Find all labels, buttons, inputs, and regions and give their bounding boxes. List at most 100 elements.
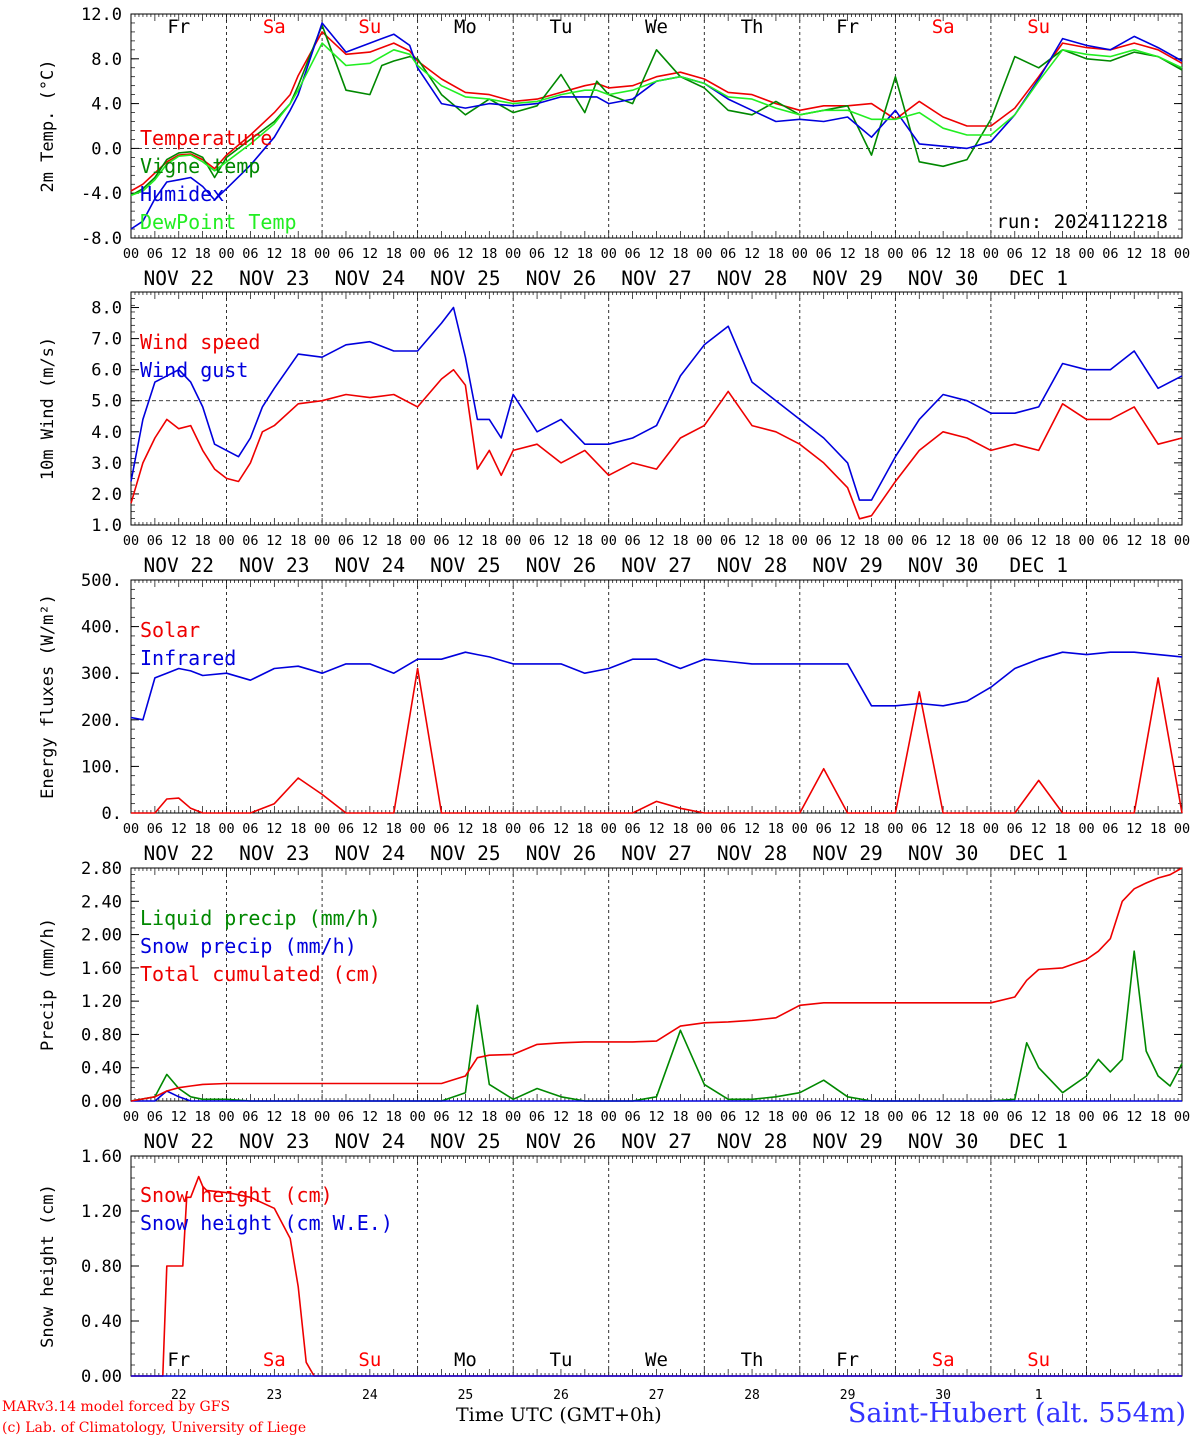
hour-tick-label: 18 [290, 1109, 306, 1125]
hour-tick-label: 12 [648, 1109, 664, 1125]
weekday-label: Su [358, 16, 381, 38]
hour-tick-label: 06 [147, 246, 163, 262]
hour-tick-label: 00 [983, 1109, 999, 1125]
y-tick-label: 1.60 [81, 959, 122, 979]
hour-tick-label: 06 [529, 1109, 545, 1125]
hour-tick-label: 00 [410, 821, 426, 837]
hour-tick-label: 18 [195, 1109, 211, 1125]
y-tick-label: 1.20 [81, 992, 122, 1012]
y-tick-label: 2.0 [91, 485, 122, 505]
hour-tick-label: 06 [911, 533, 927, 549]
hour-tick-label: 12 [648, 533, 664, 549]
date-label: DEC 1 [1009, 1130, 1068, 1153]
hour-tick-label: 06 [242, 533, 258, 549]
y-axis-title: Snow height (cm) [38, 1184, 58, 1348]
series-line [130, 24, 1183, 197]
hour-tick-label: 18 [959, 533, 975, 549]
hour-tick-label: 12 [457, 1109, 473, 1125]
y-tick-label: 300. [81, 664, 122, 684]
weekday-label: Fr [167, 1349, 190, 1371]
hour-tick-label: 00 [887, 1109, 903, 1125]
date-label: NOV 30 [908, 267, 978, 290]
hour-tick-label: 18 [195, 246, 211, 262]
hour-tick-label: 00 [983, 533, 999, 549]
y-axis-title: 10m Wind (m/s) [38, 337, 58, 480]
hour-tick-label: 06 [1102, 1109, 1118, 1125]
weekday-label: We [645, 1349, 668, 1371]
hour-tick-label: 12 [457, 821, 473, 837]
date-label: NOV 24 [335, 267, 405, 290]
date-label: NOV 25 [430, 267, 500, 290]
hour-tick-label: 06 [1007, 246, 1023, 262]
hour-tick-label: 06 [720, 821, 736, 837]
hour-tick-label: 00 [887, 246, 903, 262]
date-label: NOV 27 [621, 842, 691, 865]
hour-tick-label: 12 [744, 533, 760, 549]
day-number-label: 1 [1035, 1388, 1043, 1403]
hour-tick-label: 00 [1174, 821, 1190, 837]
y-tick-label: 2.40 [81, 892, 122, 912]
hour-tick-label: 18 [1150, 1109, 1166, 1125]
weekday-label: Th [741, 1349, 764, 1371]
legend-entry: Humidex [140, 182, 224, 206]
date-label: NOV 27 [621, 554, 691, 577]
hour-tick-label: 06 [624, 1109, 640, 1125]
hour-tick-label: 00 [410, 1109, 426, 1125]
hour-tick-label: 18 [959, 1109, 975, 1125]
hour-tick-label: 18 [481, 1109, 497, 1125]
station-name: Saint-Hubert (alt. 554m) [847, 1398, 1186, 1429]
legend-entry: Total cumulated (cm) [140, 962, 381, 986]
hour-tick-label: 12 [362, 821, 378, 837]
hour-tick-label: 00 [983, 246, 999, 262]
date-label: DEC 1 [1009, 267, 1068, 290]
hour-tick-label: 06 [624, 246, 640, 262]
weekday-label: Su [358, 1349, 381, 1371]
hour-tick-label: 00 [696, 533, 712, 549]
date-label: NOV 27 [621, 1130, 691, 1153]
hour-tick-label: 18 [386, 1109, 402, 1125]
y-tick-label: 8.0 [91, 299, 122, 319]
y-tick-label: 4.0 [91, 423, 122, 443]
y-tick-label: 0.0 [91, 139, 122, 159]
hour-tick-label: 18 [1054, 533, 1070, 549]
hour-tick-label: 18 [768, 246, 784, 262]
hour-tick-label: 18 [577, 533, 593, 549]
date-label: NOV 25 [430, 842, 500, 865]
y-tick-label: 1.20 [81, 1202, 122, 1222]
hour-tick-label: 18 [290, 533, 306, 549]
date-label: NOV 30 [908, 1130, 978, 1153]
series-line [130, 867, 1183, 1102]
panel-4: 2.80 2.40 2.00 1.60 1.20 0.80 0.40 0.00 Precip (… [38, 859, 1190, 1153]
panel-1: 12.0 8.0 4.0 0.0 -4.0 -8.0 2m Temp. (°C) Temper… [38, 5, 1190, 290]
series-line [131, 1090, 1182, 1102]
legend-entry: Solar [140, 618, 200, 642]
weekday-label: Fr [836, 1349, 859, 1371]
hour-tick-label: 06 [338, 246, 354, 262]
run-label: run: 2024112218 [996, 211, 1168, 233]
series-line [130, 22, 1183, 230]
hour-tick-label: 00 [1174, 246, 1190, 262]
hour-tick-label: 12 [935, 246, 951, 262]
hour-tick-label: 06 [433, 533, 449, 549]
date-label: DEC 1 [1009, 554, 1068, 577]
hour-tick-label: 06 [1007, 821, 1023, 837]
weekday-label: Th [741, 16, 764, 38]
hour-tick-label: 12 [457, 533, 473, 549]
y-tick-label: 0.00 [81, 1092, 122, 1112]
hour-tick-label: 06 [433, 246, 449, 262]
day-number-label: 22 [171, 1388, 187, 1403]
hour-tick-label: 06 [720, 533, 736, 549]
hour-tick-label: 12 [1126, 1109, 1142, 1125]
legend-entry: Snow height (cm) [140, 1183, 333, 1207]
hour-tick-label: 12 [1126, 246, 1142, 262]
hour-tick-label: 00 [314, 821, 330, 837]
y-axis-title: Energy fluxes (W/m²) [38, 594, 58, 799]
date-label: NOV 28 [717, 842, 787, 865]
hour-tick-label: 12 [935, 821, 951, 837]
legend-entry: Liquid precip (mm/h) [140, 906, 381, 930]
hour-tick-label: 00 [792, 246, 808, 262]
hour-tick-label: 12 [1031, 533, 1047, 549]
hour-tick-label: 12 [744, 821, 760, 837]
hour-tick-label: 00 [601, 821, 617, 837]
hour-tick-label: 12 [1031, 246, 1047, 262]
